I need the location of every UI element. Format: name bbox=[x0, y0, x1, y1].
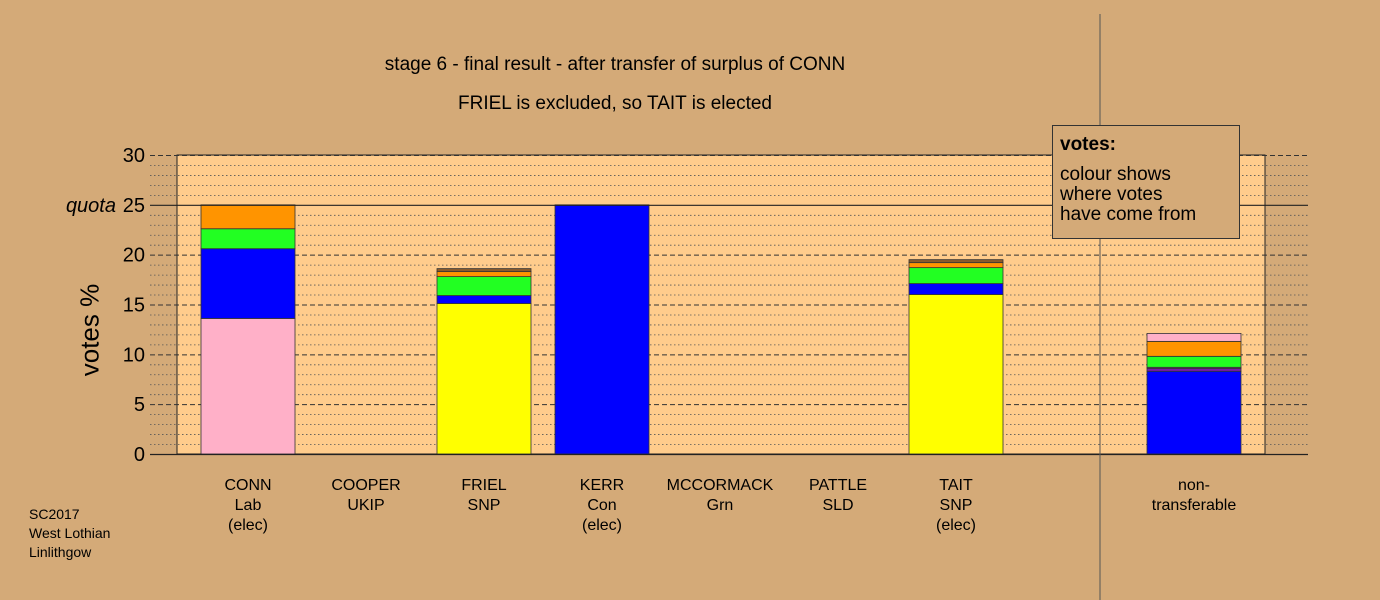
y-tick-label: 15 bbox=[123, 295, 145, 317]
bar-segment-friel-orange bbox=[436, 271, 532, 277]
bar-segment-non-green bbox=[1146, 355, 1242, 368]
bar-segment-tait-green bbox=[908, 267, 1004, 284]
bar-segment-non-pink bbox=[1146, 333, 1242, 342]
bar-segment-tait-brown bbox=[908, 259, 1004, 264]
quota-label: quota bbox=[65, 195, 116, 217]
category-label: SNP bbox=[940, 497, 973, 514]
bars bbox=[200, 204, 1242, 455]
category-label: COOPER bbox=[331, 477, 400, 494]
bar-segment-conn-green bbox=[200, 228, 296, 250]
bar-segment-friel-blue bbox=[436, 295, 532, 304]
legend-line: colour shows bbox=[1060, 164, 1171, 185]
bar-segment-non-orange bbox=[1146, 340, 1242, 357]
bar-segment-conn-pink bbox=[200, 318, 296, 455]
footer: SC2017 West Lothian Linlithgow bbox=[29, 505, 110, 562]
y-tick-labels: 0 5 10 15 20 25 30 bbox=[123, 145, 145, 466]
chart-subtitle: FRIEL is excluded, so TAIT is elected bbox=[458, 93, 772, 114]
category-labels: CONN Lab (elec) COOPER UKIP FRIEL SNP KERR Con (e… bbox=[224, 477, 1236, 534]
category-label: KERR bbox=[580, 477, 624, 494]
footer-line: West Lothian bbox=[29, 525, 111, 541]
bar-segment-tait-yellow bbox=[908, 294, 1004, 455]
legend-title: votes: bbox=[1060, 134, 1116, 155]
category-label: Grn bbox=[707, 497, 734, 514]
bar-segment-tait-orange bbox=[908, 262, 1004, 269]
category-label: UKIP bbox=[347, 497, 384, 514]
category-label: FRIEL bbox=[461, 477, 506, 494]
y-tick-label: 0 bbox=[134, 444, 145, 466]
footer-line: Linlithgow bbox=[29, 544, 92, 560]
y-tick-label: 25 bbox=[123, 195, 145, 217]
category-label: (elec) bbox=[228, 517, 268, 534]
bar-segment-tait-blue bbox=[908, 283, 1004, 295]
y-tick-label: 10 bbox=[123, 344, 145, 366]
bar-segment-conn-orange bbox=[200, 204, 296, 230]
category-label: SNP bbox=[468, 497, 501, 514]
bar-segment-friel-green bbox=[436, 276, 532, 296]
legend-line: where votes bbox=[1060, 184, 1163, 205]
legend: votes: colour shows where votes have com… bbox=[1052, 125, 1240, 239]
category-label: MCCORMACK bbox=[667, 477, 774, 494]
y-tick-label: 30 bbox=[123, 145, 145, 167]
bar-segment-non-purple bbox=[1146, 367, 1242, 372]
bar-segment-non-blue bbox=[1146, 370, 1242, 455]
bar-segment-kerr-blue bbox=[554, 204, 650, 455]
bar-segment-friel-brown bbox=[436, 268, 532, 273]
legend-line: have come from bbox=[1060, 204, 1197, 225]
footer-line: SC2017 bbox=[29, 506, 80, 522]
category-label: (elec) bbox=[582, 517, 622, 534]
y-tick-label: 20 bbox=[123, 245, 145, 267]
category-label: Con bbox=[587, 497, 616, 514]
category-label: PATTLE bbox=[809, 477, 867, 494]
y-tick-label: 5 bbox=[134, 394, 145, 416]
chart-title: stage 6 - final result - after transfer … bbox=[384, 54, 846, 75]
category-label: SLD bbox=[822, 497, 853, 514]
category-label: TAIT bbox=[939, 477, 973, 494]
bar-segment-conn-blue bbox=[200, 248, 296, 319]
bar-segment-friel-yellow bbox=[436, 303, 532, 455]
category-label: CONN bbox=[224, 477, 271, 494]
category-label: transferable bbox=[1152, 497, 1237, 514]
category-label: non- bbox=[1178, 477, 1210, 494]
category-label: (elec) bbox=[936, 517, 976, 534]
y-axis-label: votes % bbox=[74, 283, 105, 377]
category-label: Lab bbox=[235, 497, 262, 514]
